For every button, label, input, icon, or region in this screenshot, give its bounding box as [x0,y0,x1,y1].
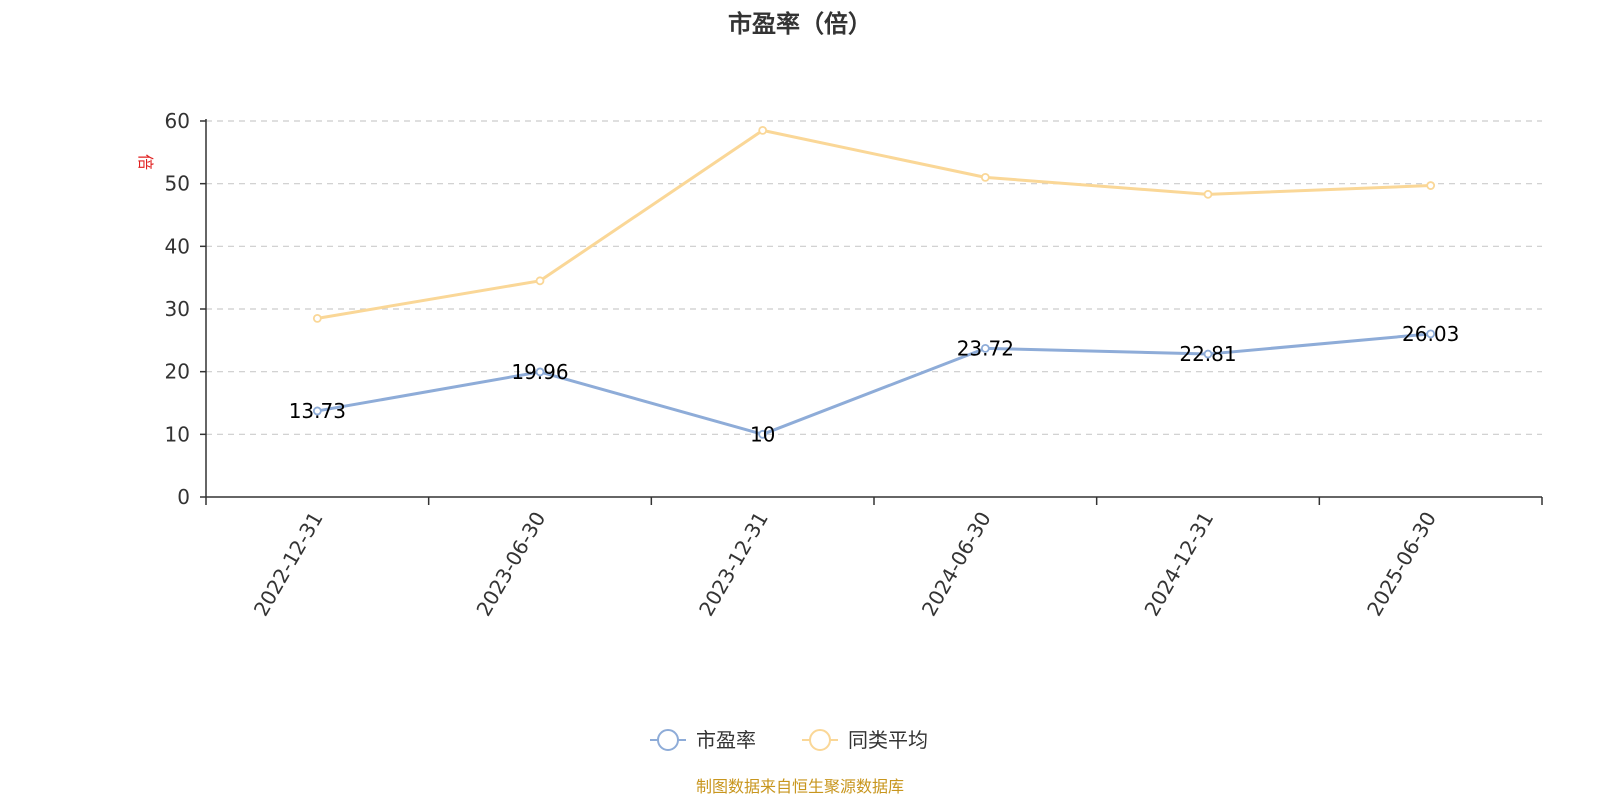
data-label: 19.96 [511,360,568,384]
y-axis-label: 倍 [136,154,155,170]
y-tick-label: 30 [165,297,190,321]
y-tick-label: 50 [165,172,190,196]
data-point [312,406,322,416]
chart-title: 市盈率（倍） [728,10,872,38]
data-point [758,125,768,135]
x-tick-label: 2025-06-30 [1362,508,1441,621]
y-tick-label: 60 [165,109,190,133]
series-line-1 [317,332,1431,436]
series-line-2 [317,128,1431,320]
data-point [1426,329,1436,339]
x-tick-labels: 2022-12-31 2023-06-30 2023-12-31 2024-06-30… [249,507,1441,620]
axes [200,119,1543,505]
y-tick-labels: 0 10 20 30 40 50 60 [165,109,190,509]
legend-label: 市盈率 [696,728,756,752]
source-note: 制图数据来自恒生聚源数据库 [696,777,904,796]
data-point [1203,189,1213,199]
x-tick-label: 2024-12-31 [1139,508,1218,621]
legend-marker [809,729,831,751]
data-label: 26.03 [1402,322,1459,346]
y-tick-label: 20 [165,360,190,384]
y-tick-label: 0 [177,485,190,509]
data-point [1426,181,1436,190]
data-point [535,367,545,377]
legend-marker [657,729,679,751]
data-label: 22.81 [1179,342,1236,366]
data-point [980,343,990,353]
x-tick-label: 2022-12-31 [249,508,328,621]
legend-label: 同类平均 [848,728,928,752]
y-tick-label: 40 [165,234,190,258]
legend-item-2: 同类平均 [802,728,928,752]
x-tick-label: 2023-12-31 [694,508,773,621]
data-label: 10 [750,422,775,446]
x-tick-label: 2024-06-30 [917,507,996,620]
data-labels: 13.73 19.96 10 23.72 22.81 26.03 [289,322,1460,446]
data-point [1203,349,1213,359]
data-label: 13.73 [289,399,346,423]
x-tick-label: 2023-06-30 [471,508,550,621]
series-group [312,125,1436,439]
y-tick-label: 10 [165,422,190,446]
grid-lines [206,120,1542,435]
data-point [312,313,322,323]
data-point [980,172,990,182]
legend: 市盈率 同类平均 [650,728,928,752]
data-point [535,276,545,286]
data-label: 23.72 [957,336,1014,360]
legend-item-1: 市盈率 [650,728,756,752]
data-point [758,429,768,439]
